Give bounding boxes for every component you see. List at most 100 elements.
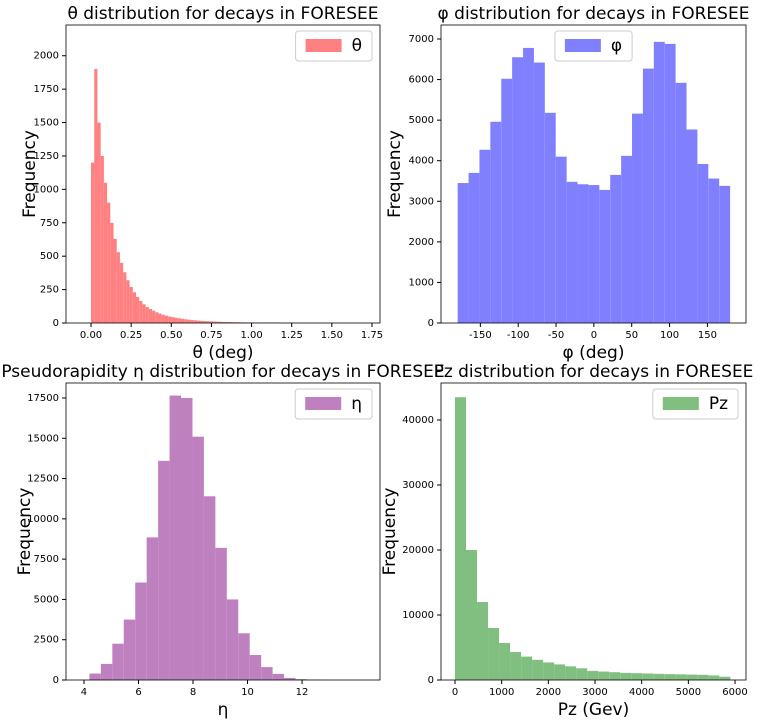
bar xyxy=(510,652,522,680)
y-tick-label: 2000 xyxy=(409,237,434,248)
bar xyxy=(161,314,165,323)
bar xyxy=(181,397,193,680)
y-tick-label: 5000 xyxy=(34,594,59,605)
bar xyxy=(543,662,555,680)
bar xyxy=(468,172,480,323)
bar xyxy=(631,673,643,680)
y-tick-label: 6000 xyxy=(409,75,434,86)
x-axis-label: θ (deg) xyxy=(192,343,253,363)
bar xyxy=(544,112,556,323)
y-tick-label: 3000 xyxy=(409,196,434,207)
bar xyxy=(158,313,162,323)
bar xyxy=(216,321,220,323)
y-tick-label: 15000 xyxy=(27,433,59,444)
bar xyxy=(523,47,534,324)
y-tick-label: 0 xyxy=(428,318,434,329)
bar xyxy=(132,292,136,323)
x-tick-label: 50 xyxy=(625,330,638,341)
bar xyxy=(155,312,159,323)
bar xyxy=(135,296,140,323)
bar xyxy=(664,674,676,680)
bar xyxy=(697,163,709,323)
bar xyxy=(222,321,226,323)
bar xyxy=(261,667,273,680)
bar xyxy=(532,659,544,680)
x-axis-label: Pz (Gev) xyxy=(558,700,630,720)
y-tick-label: 500 xyxy=(40,251,59,262)
bar xyxy=(229,322,233,323)
x-tick-label: 2000 xyxy=(536,687,561,698)
bar xyxy=(225,322,230,323)
bar xyxy=(139,300,143,323)
bar xyxy=(196,320,201,323)
bar xyxy=(512,57,524,323)
axes-frame xyxy=(440,382,747,681)
bar xyxy=(158,460,170,680)
bar xyxy=(621,155,633,323)
x-tick-label: 4000 xyxy=(629,687,654,698)
legend-swatch xyxy=(564,39,601,52)
x-tick-label: 1.50 xyxy=(321,330,343,341)
y-tick-label: 0 xyxy=(53,318,59,329)
x-tick-label: 5000 xyxy=(676,687,701,698)
y-tick-label: 1500 xyxy=(34,118,59,129)
bar xyxy=(215,547,227,680)
bar xyxy=(152,310,156,323)
y-tick-label: 12500 xyxy=(27,474,59,485)
chart-title: Pz distribution for decays in FORESEE xyxy=(434,362,754,382)
bar xyxy=(135,582,147,680)
x-tick-label: 1.75 xyxy=(361,330,383,341)
bar xyxy=(187,319,191,323)
y-tick-label: 17500 xyxy=(27,393,59,404)
y-axis-label: Frequency xyxy=(20,130,40,218)
bar xyxy=(598,671,610,680)
x-tick-label: 100 xyxy=(660,330,679,341)
x-tick-label: 0.50 xyxy=(160,330,182,341)
bar xyxy=(100,155,104,323)
bar xyxy=(708,178,720,323)
legend-label: Pz xyxy=(709,394,728,414)
y-axis-label: Frequency xyxy=(380,488,400,576)
bar xyxy=(686,129,698,323)
bar xyxy=(146,537,159,680)
bar xyxy=(686,674,698,680)
bar xyxy=(455,397,467,680)
legend-label: θ xyxy=(352,36,362,56)
x-tick-label: 0.75 xyxy=(200,330,222,341)
bar xyxy=(501,78,513,323)
y-tick-label: 5000 xyxy=(409,115,434,126)
bar xyxy=(488,627,500,680)
bar xyxy=(94,69,98,323)
bar xyxy=(193,320,197,323)
x-tick-label: 6 xyxy=(135,687,141,698)
bar xyxy=(653,41,665,323)
bar xyxy=(203,496,216,680)
legend-swatch xyxy=(662,397,699,410)
bar xyxy=(554,664,566,680)
bar xyxy=(675,82,687,323)
bar xyxy=(126,280,130,323)
bar xyxy=(123,272,127,323)
bar xyxy=(295,679,307,680)
bar xyxy=(103,182,108,323)
bar xyxy=(533,62,545,323)
bar xyxy=(91,162,95,323)
bar xyxy=(235,322,239,323)
bar xyxy=(213,321,217,323)
bar xyxy=(587,670,599,680)
x-tick-label: 1.25 xyxy=(281,330,303,341)
y-tick-label: 0 xyxy=(428,675,434,686)
bar xyxy=(457,183,469,323)
bar xyxy=(490,121,502,323)
bar xyxy=(206,321,210,323)
x-tick-label: 3000 xyxy=(582,687,607,698)
bar xyxy=(610,174,622,323)
bar xyxy=(272,673,285,680)
y-tick-label: 1000 xyxy=(409,277,434,288)
bar xyxy=(123,619,136,680)
bar xyxy=(219,321,223,323)
bar xyxy=(112,643,124,680)
bar xyxy=(642,673,654,680)
x-tick-label: 6000 xyxy=(722,687,747,698)
bar xyxy=(642,68,654,323)
